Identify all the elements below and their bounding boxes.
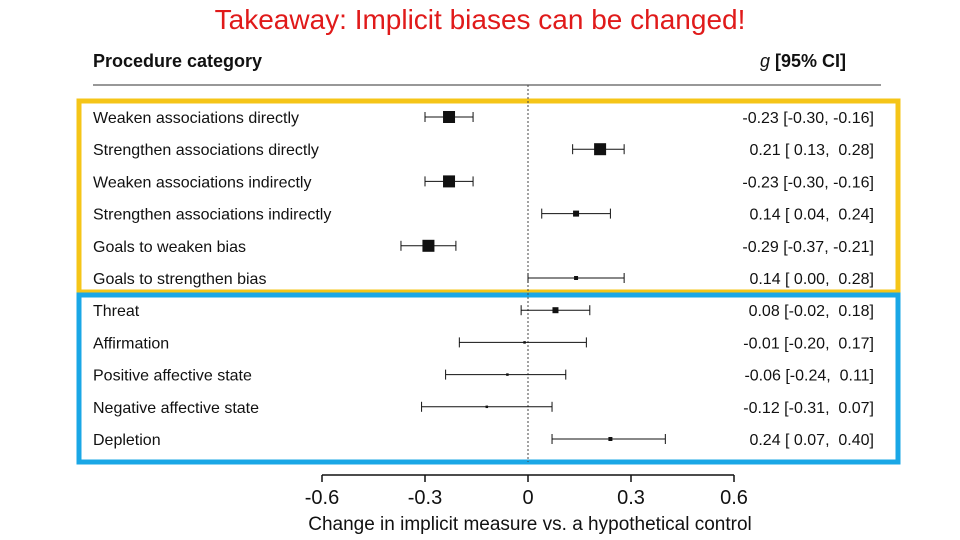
row-effect-ci-text: -0.29 [-0.37, -0.21] <box>742 239 874 256</box>
forest-rows: Weaken associations directly -0.23 [-0.30… <box>93 110 874 449</box>
row-label: Positive affective state <box>93 368 252 385</box>
row-label: Depletion <box>93 432 161 449</box>
row-effect-ci-text: 0.21 [ 0.13, 0.28] <box>749 142 874 159</box>
row-label: Weaken associations indirectly <box>93 174 311 191</box>
affective-procedures-highlight-box <box>76 292 901 465</box>
forest-row: Depletion 0.24 [ 0.07, 0.40] <box>93 432 874 449</box>
point-estimate-marker <box>443 175 456 188</box>
forest-row: Negative affective state -0.12 [-0.31, 0.… <box>93 400 874 417</box>
forest-row: Strengthen associations directly 0.21 [ 0… <box>93 142 874 159</box>
point-estimate-marker <box>608 437 613 441</box>
row-effect-ci-text: 0.08 [-0.02, 0.18] <box>749 303 874 320</box>
row-effect-ci-text: 0.14 [ 0.04, 0.24] <box>749 207 874 224</box>
point-estimate-marker <box>594 143 607 156</box>
forest-row: Weaken associations directly -0.23 [-0.30… <box>93 110 874 127</box>
row-label: Affirmation <box>93 335 169 352</box>
x-tick-label: 0.6 <box>720 487 748 509</box>
point-estimate-marker <box>574 276 579 280</box>
row-label: Threat <box>93 303 140 320</box>
forest-row: Goals to strengthen bias 0.14 [ 0.00, 0.2… <box>93 271 874 288</box>
row-label: Strengthen associations directly <box>93 142 319 159</box>
x-tick-label: -0.3 <box>408 487 442 509</box>
forest-row: Positive affective state -0.06 [-0.24, 0.… <box>93 368 874 385</box>
row-effect-ci-text: -0.01 [-0.20, 0.17] <box>743 335 874 352</box>
forest-row: Weaken associations indirectly -0.23 [-0.… <box>93 174 874 191</box>
x-axis-label: Change in implicit measure vs. a hypothe… <box>308 514 752 535</box>
point-estimate-marker <box>573 210 580 217</box>
point-estimate-marker <box>506 373 509 376</box>
point-estimate-marker <box>485 405 489 409</box>
row-label: Negative affective state <box>93 400 259 417</box>
x-tick-label: 0 <box>522 487 533 509</box>
header-procedure-category: Procedure category <box>93 51 262 71</box>
slide-title: Takeaway: Implicit biases can be changed… <box>214 4 746 35</box>
row-effect-ci-text: -0.12 [-0.31, 0.07] <box>743 400 874 417</box>
point-estimate-marker <box>552 307 559 314</box>
row-effect-ci-text: 0.24 [ 0.07, 0.40] <box>749 432 874 449</box>
row-effect-ci-text: 0.14 [ 0.00, 0.28] <box>749 271 874 288</box>
forest-row: Strengthen associations indirectly 0.14 [… <box>93 207 874 224</box>
row-label: Strengthen associations indirectly <box>93 207 331 224</box>
point-estimate-marker <box>443 111 456 123</box>
point-estimate-marker <box>422 239 435 252</box>
association-procedures-highlight-box <box>76 98 901 295</box>
point-estimate-marker <box>523 341 526 344</box>
row-label: Goals to strengthen bias <box>93 271 266 288</box>
row-effect-ci-text: -0.23 [-0.30, -0.16] <box>742 110 874 127</box>
row-label: Weaken associations directly <box>93 110 299 127</box>
forest-row: Affirmation -0.01 [-0.20, 0.17] <box>93 335 874 352</box>
x-tick-label: -0.6 <box>305 487 339 509</box>
row-effect-ci-text: -0.06 [-0.24, 0.11] <box>744 368 874 385</box>
x-axis: -0.6 -0.3 0 0.3 0.6 <box>305 474 748 509</box>
row-effect-ci-text: -0.23 [-0.30, -0.16] <box>742 174 874 191</box>
header-effect-size: g [95% CI] <box>760 51 846 71</box>
x-tick-label: 0.3 <box>617 487 645 509</box>
forest-row: Goals to weaken bias -0.29 [-0.37, -0.21] <box>93 239 874 256</box>
forest-row: Threat 0.08 [-0.02, 0.18] <box>93 303 874 320</box>
row-label: Goals to weaken bias <box>93 239 246 256</box>
